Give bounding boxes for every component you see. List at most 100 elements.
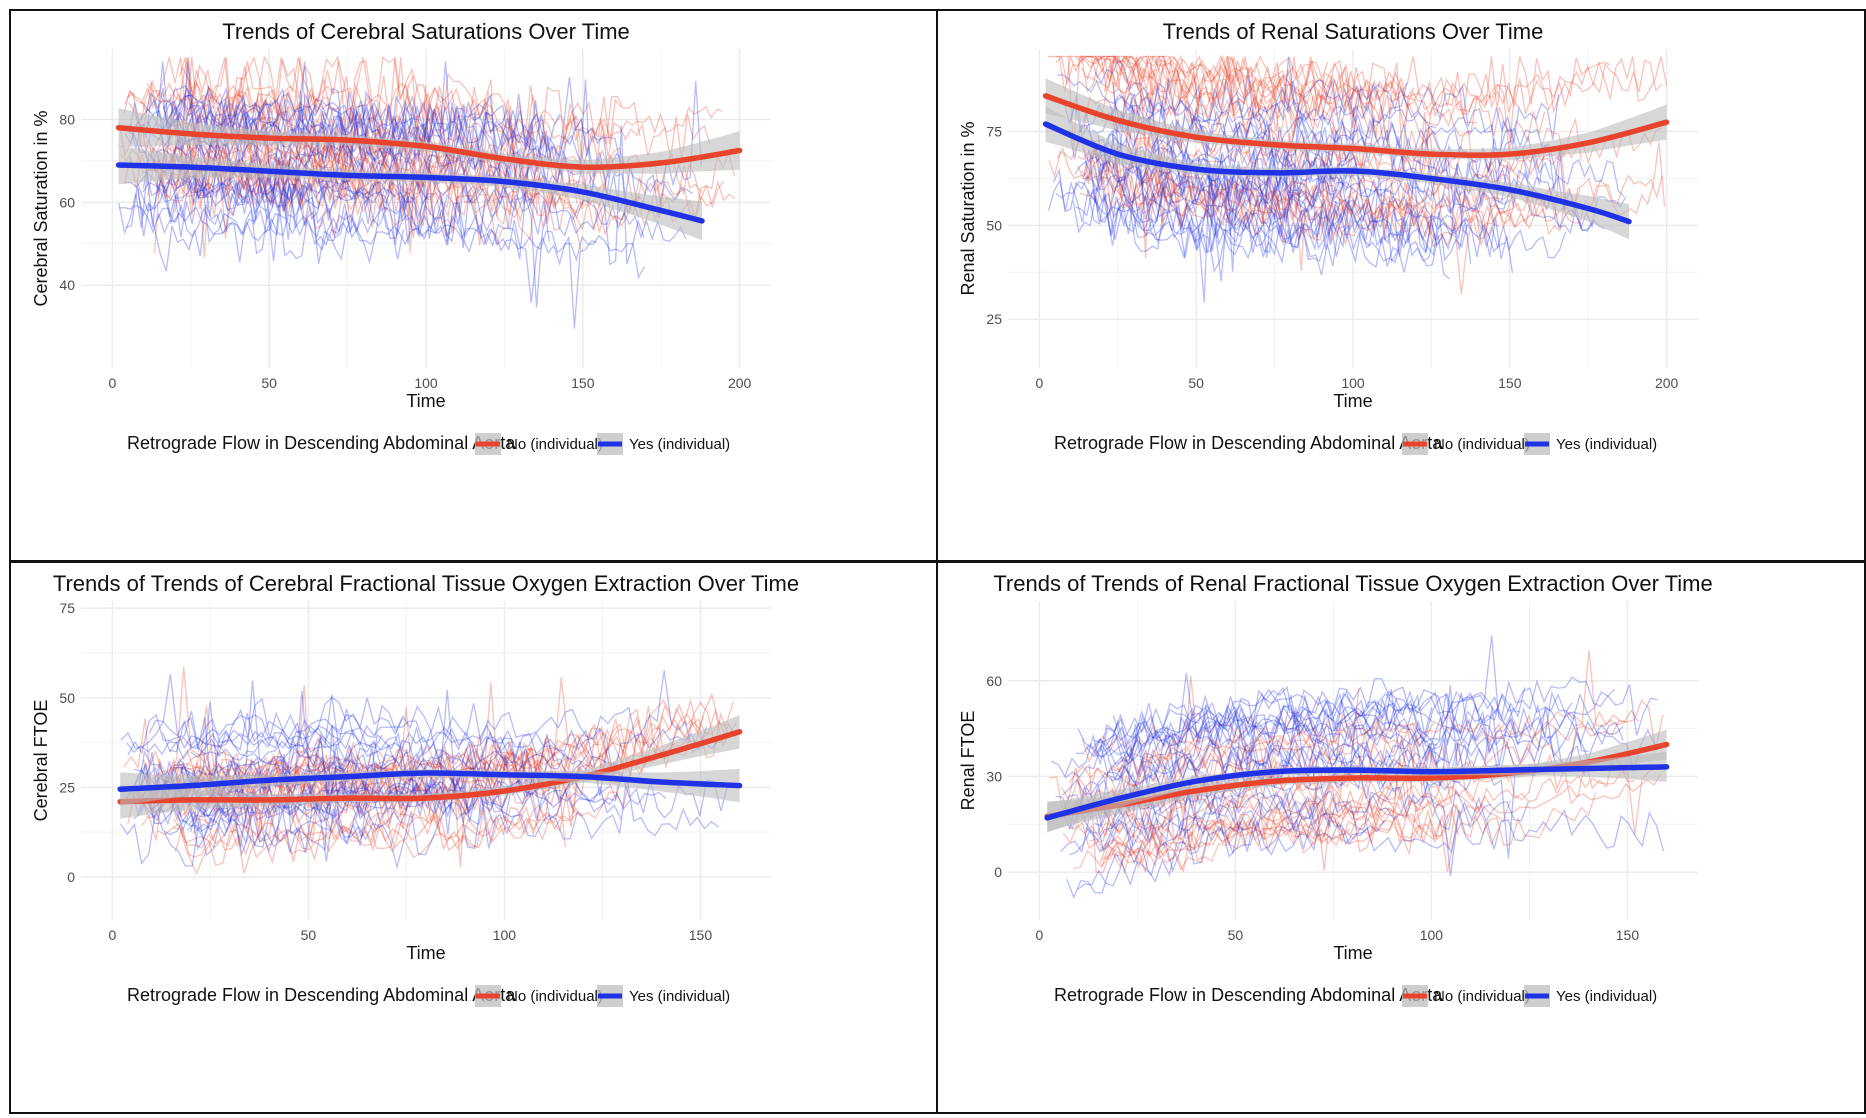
- individual-yes-line: [125, 90, 364, 203]
- individual-yes-line: [1107, 705, 1624, 794]
- individual-yes-line: [1074, 160, 1403, 226]
- individual-no-line: [182, 132, 461, 196]
- y-tick-label: 60: [986, 673, 1002, 689]
- legend-title: Retrograde Flow in Descending Abdominal …: [1054, 985, 1443, 1005]
- x-tick-label: 150: [1616, 927, 1640, 943]
- individual-yes-line: [1069, 789, 1529, 877]
- individual-yes-line: [1060, 781, 1492, 854]
- legend-item-label: Yes (individual): [1556, 988, 1657, 1005]
- x-tick-label: 0: [108, 927, 116, 943]
- individual-yes-line: [1075, 702, 1402, 784]
- x-tick-label: 50: [261, 375, 277, 391]
- chart-renal-saturation: 0 50 100 150 200 25 50 75 Trends of Renal Satura…: [958, 19, 1698, 455]
- individual-yes-line: [1111, 794, 1332, 848]
- individual-no-line: [178, 55, 491, 180]
- individual-yes-line: [161, 696, 403, 801]
- y-axis-label: Cerebral Saturation in %: [31, 110, 51, 306]
- individual-yes-line: [1085, 779, 1320, 853]
- individual-yes-line: [157, 103, 413, 161]
- individual-yes-line: [1082, 149, 1327, 239]
- individual-no-line: [127, 79, 445, 154]
- individual-no-line: [1090, 88, 1554, 217]
- x-tick-label: 100: [1420, 927, 1444, 943]
- trend-line-no: [115, 124, 743, 170]
- individual-yes-line: [1099, 168, 1514, 273]
- y-axis-label: Renal FTOE: [958, 711, 978, 811]
- x-tick-label: 150: [571, 375, 595, 391]
- individual-yes-line: [1094, 687, 1526, 763]
- individual-no-line: [123, 718, 570, 837]
- x-tick-label: 150: [689, 927, 713, 943]
- individual-yes-line: [1068, 124, 1358, 209]
- individual-yes-line: [186, 169, 539, 233]
- chart-title: Trends of Renal Saturations Over Time: [1163, 19, 1544, 44]
- individual-yes-line: [1070, 95, 1552, 180]
- individual-yes-line: [142, 98, 387, 167]
- panel-renal-saturation: 0 50 100 150 200 25 50 75 Trends of Renal Satura…: [936, 9, 1866, 562]
- chart-cerebral-ftoe: 0 50 100 150 0 25 50 75 Trends of Trends of Cere…: [31, 571, 799, 1007]
- individual-no-line: [1067, 54, 1611, 151]
- individual-no-line: [1056, 147, 1408, 222]
- confidence-band-no: [118, 108, 740, 174]
- trend-lines: [1044, 729, 1670, 833]
- x-tick-label: 0: [108, 375, 116, 391]
- individual-yes-line: [1057, 56, 1566, 211]
- individual-yes-line: [168, 726, 509, 762]
- individual-no-line: [1101, 814, 1449, 867]
- individual-no-line: [1085, 169, 1538, 232]
- legend-item-label: No (individual): [1434, 988, 1530, 1005]
- individual-yes-line: [1094, 689, 1589, 778]
- y-tick-label: 80: [59, 111, 75, 127]
- x-tick-label: 100: [493, 927, 517, 943]
- individual-yes-line: [1085, 700, 1433, 758]
- individual-yes-line: [133, 739, 509, 796]
- x-tick-label: 100: [1341, 375, 1365, 391]
- individual-no-line: [1081, 140, 1343, 240]
- legend-item-label: Yes (individual): [1556, 436, 1657, 453]
- individual-yes-line: [120, 674, 383, 749]
- x-tick-label: 200: [728, 375, 752, 391]
- y-tick-label: 75: [986, 124, 1002, 140]
- individual-no-line: [1086, 54, 1415, 164]
- x-tick-label: 0: [1035, 927, 1043, 943]
- individual-no-line: [146, 82, 723, 144]
- individual-yes-line: [125, 173, 550, 248]
- legend-title: Retrograde Flow in Descending Abdominal …: [127, 433, 516, 453]
- x-tick-label: 50: [301, 927, 317, 943]
- individual-yes-line: [1103, 635, 1521, 774]
- x-axis-label: Time: [406, 943, 445, 963]
- individual-no-line: [1106, 55, 1329, 108]
- individual-yes-line: [1047, 178, 1450, 280]
- individual-no-line: [1107, 788, 1511, 856]
- legend-title: Retrograde Flow in Descending Abdominal …: [1054, 433, 1443, 453]
- x-tick-label: 50: [1228, 927, 1244, 943]
- axis-ticks: 0 50 100 150 0 25 50 75: [59, 600, 712, 943]
- individual-no-line: [143, 708, 738, 820]
- individual-yes-line: [142, 171, 370, 214]
- x-axis-label: Time: [406, 391, 445, 411]
- individual-no-line: [1105, 806, 1460, 874]
- individual-yes-line: [183, 169, 687, 243]
- individual-no-line: [1116, 724, 1387, 787]
- individual-yes-line: [1112, 80, 1408, 165]
- trend-line-yes: [1042, 121, 1632, 225]
- legend-item-label: No (individual): [507, 988, 603, 1005]
- individual-yes-line: [1099, 692, 1433, 758]
- individual-yes-line: [119, 724, 369, 865]
- individual-no-line: [1067, 777, 1450, 850]
- individual-no-line: [1048, 136, 1293, 230]
- y-tick-label: 0: [994, 864, 1002, 880]
- individual-no-line: [1062, 734, 1657, 871]
- individual-yes-line: [148, 670, 708, 754]
- legend-item-label: No (individual): [1434, 436, 1530, 453]
- trend-line-yes: [1044, 764, 1670, 821]
- individual-no-line: [1115, 649, 1639, 776]
- individual-no-line: [1099, 813, 1425, 864]
- individual-no-line: [1055, 54, 1305, 138]
- individual-yes-line: [1072, 195, 1436, 276]
- individual-yes-line: [1090, 163, 1567, 303]
- chart-cerebral-saturation: 0 50 100 150 200 40 60 80 Trends of Cerebral Sat…: [31, 19, 771, 455]
- individual-yes-line: [186, 765, 520, 831]
- panel-renal-ftoe: 0 50 100 150 0 30 60 Trends of Trends of Renal …: [936, 561, 1866, 1114]
- individual-traces: [1047, 54, 1668, 303]
